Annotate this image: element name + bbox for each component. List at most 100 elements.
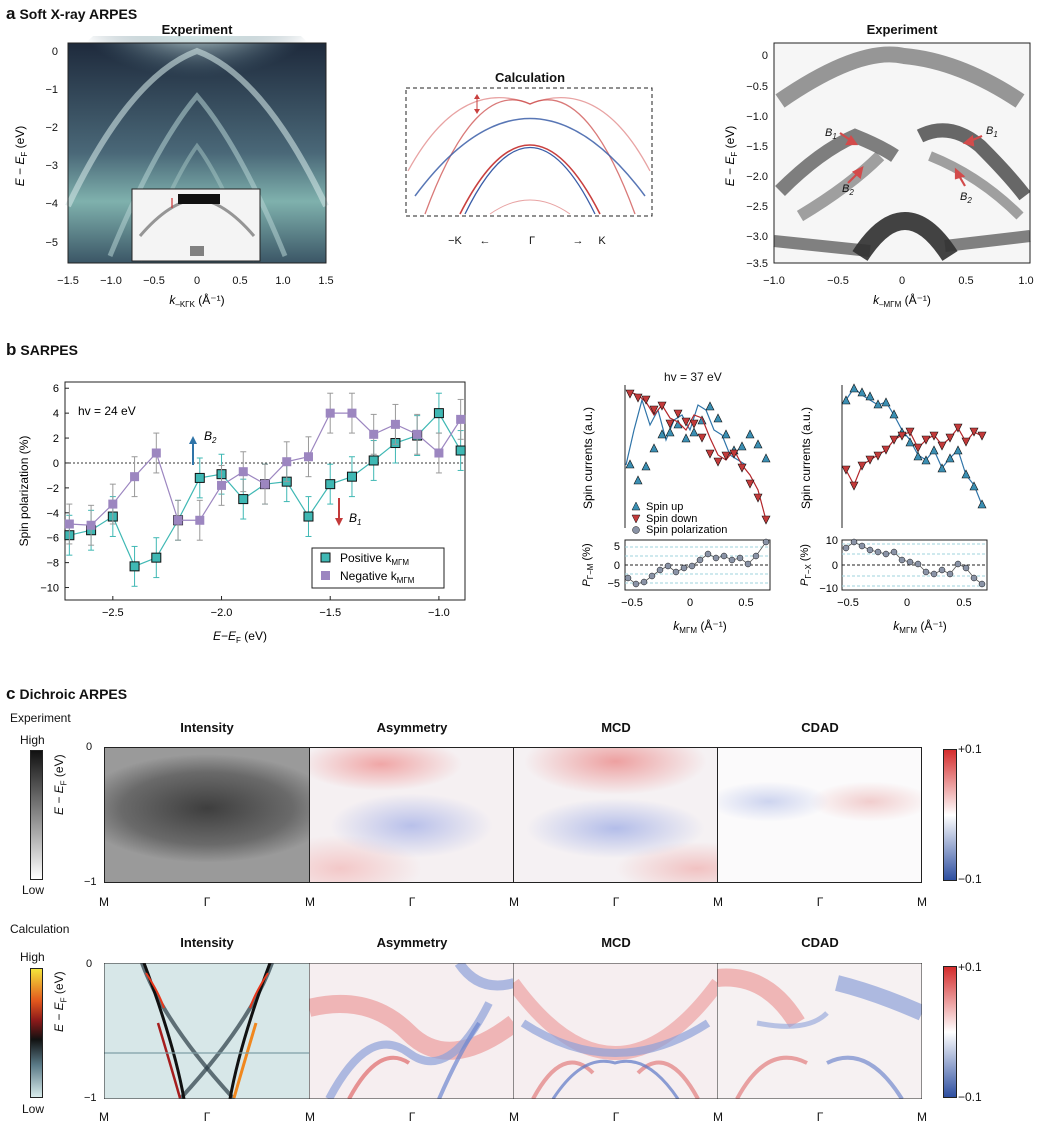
calc-xlabel-arrow-left: ←	[480, 235, 491, 247]
row2-rb-colorbar	[943, 966, 957, 1098]
anno-b2-right: B2	[960, 191, 972, 205]
hv-right: hv = 37 eV	[664, 370, 722, 384]
ytick-label: 4	[53, 408, 59, 420]
anno-b2-left: B2	[842, 183, 854, 197]
row1-ytick: 0	[86, 741, 93, 753]
pol-label-left: PΓ−M (%)	[581, 543, 595, 586]
data-point	[433, 408, 444, 419]
pol1-tick: −5	[607, 578, 620, 590]
pol-xlabel: E−EF (eV)	[213, 629, 267, 645]
xtick-label: −1.5	[319, 607, 341, 619]
bz-xtick: M	[305, 895, 315, 909]
row1-low: Low	[22, 883, 45, 897]
bz-xtick: M	[713, 895, 723, 909]
pol-label-right: PΓ−X (%)	[799, 544, 813, 586]
row1-title-mcd: MCD	[601, 720, 631, 735]
right-ytick: −3.0	[746, 231, 768, 243]
data-point	[303, 511, 314, 522]
left-ytick: −1	[45, 84, 58, 96]
row2-title-asymmetry: Asymmetry	[376, 935, 448, 950]
left-xtick: −0.5	[143, 275, 165, 287]
row1-cbar-bottom: −0.1	[958, 872, 982, 886]
bz-xtick: M	[713, 1110, 723, 1124]
row1-cdad-map	[717, 747, 922, 883]
calc-xlabel-mk: −K	[448, 235, 462, 247]
small-xtick: −0.5	[837, 597, 859, 609]
legend-pos-marker	[320, 552, 331, 563]
small-xtick: 0	[687, 597, 693, 609]
row2-cbar-top: +0.1	[958, 960, 982, 974]
data-point	[130, 472, 140, 482]
data-point	[282, 457, 292, 467]
row1-title-cdad: CDAD	[801, 720, 839, 735]
spin-legend	[628, 500, 736, 534]
data-point	[238, 494, 249, 505]
b2-label: B2	[204, 429, 217, 445]
legend-spin-up: Spin up	[646, 501, 683, 513]
bz-xtick: Γ	[612, 895, 620, 909]
row1-mcd-map	[513, 747, 718, 883]
bz-xtick: Γ	[203, 1110, 211, 1124]
pol1-tick: 5	[614, 541, 620, 553]
left-xtick: 0	[194, 275, 200, 287]
ytick-label: −6	[46, 533, 59, 545]
data-point	[412, 429, 422, 439]
ytick-label: 2	[53, 433, 59, 445]
panel-a-exp-left-title: Experiment	[161, 22, 233, 37]
right-ytick: −1.5	[746, 141, 768, 153]
ytick-label: −8	[46, 558, 59, 570]
row2-heat-colorbar	[30, 968, 43, 1098]
data-point	[303, 452, 313, 462]
xtick-label: −2.0	[211, 607, 233, 619]
right-ytick: 0	[762, 50, 768, 62]
row1-cbar-top: +0.1	[958, 742, 982, 756]
ytick-label: 6	[53, 383, 59, 395]
anno-b1-left: B1	[825, 127, 837, 141]
data-point	[346, 471, 357, 482]
row1-label: Experiment	[10, 711, 71, 725]
panel-a-calc-plot: −K ← Γ → K	[405, 87, 653, 247]
panel-a-calc-title: Calculation	[494, 70, 566, 85]
row2-title-cdad: CDAD	[801, 935, 839, 950]
row2-cbar-bottom: −0.1	[958, 1090, 982, 1104]
data-point	[368, 455, 379, 466]
calc-xlabel-arrow-right: →	[573, 235, 584, 247]
right-ytick: −0.5	[746, 81, 768, 93]
spin-ylabel-left: Spin currents (a.u.)	[581, 407, 595, 509]
left-xtick: 1.5	[318, 275, 333, 287]
row2-ytick: −1	[84, 1092, 97, 1104]
left-ytick: −2	[45, 122, 58, 134]
pol1-tick: 0	[614, 560, 620, 572]
row1-title-asymmetry: Asymmetry	[376, 720, 448, 735]
data-point	[217, 480, 227, 490]
row1-title-intensity: Intensity	[180, 720, 234, 735]
data-point	[86, 520, 96, 530]
pol-ylabel: Spin polarization (%)	[17, 436, 31, 547]
data-point	[434, 448, 444, 458]
right-xtick: 0.5	[958, 275, 973, 287]
b1-arrowhead	[335, 518, 343, 526]
left-ytick: 0	[52, 46, 58, 58]
right-ylabel: E − EF (eV)	[723, 126, 739, 187]
left-ytick: −4	[45, 198, 58, 210]
panel-c-label: c Dichroic ARPES	[6, 684, 128, 703]
pol2-tick: 0	[832, 560, 838, 572]
data-point	[151, 448, 161, 458]
left-xtick: −1.0	[100, 275, 122, 287]
row2-cdad-map	[717, 963, 922, 1099]
right-xtick: −0.5	[827, 275, 849, 287]
data-point	[455, 445, 466, 456]
bz-xtick: M	[917, 895, 927, 909]
panel-a-label: a Soft X-ray ARPES	[6, 4, 138, 23]
right-xtick: 1.0	[1018, 275, 1033, 287]
left-xlabel: k–KΓK (Å⁻¹)	[169, 292, 224, 309]
row2-high: High	[20, 950, 45, 964]
left-ytick: −3	[45, 160, 58, 172]
data-point	[129, 561, 140, 572]
legend-neg: Negative kMΓM	[340, 569, 415, 585]
panel-a-exp-right-title: Experiment	[866, 22, 938, 37]
panel-a-left-plot: 0 −1 −2 −3 −4 −5 −1.5 −1.0 −0.5 0 0.5 1.…	[13, 36, 334, 309]
bz-xtick: M	[99, 895, 109, 909]
data-point	[260, 479, 270, 489]
